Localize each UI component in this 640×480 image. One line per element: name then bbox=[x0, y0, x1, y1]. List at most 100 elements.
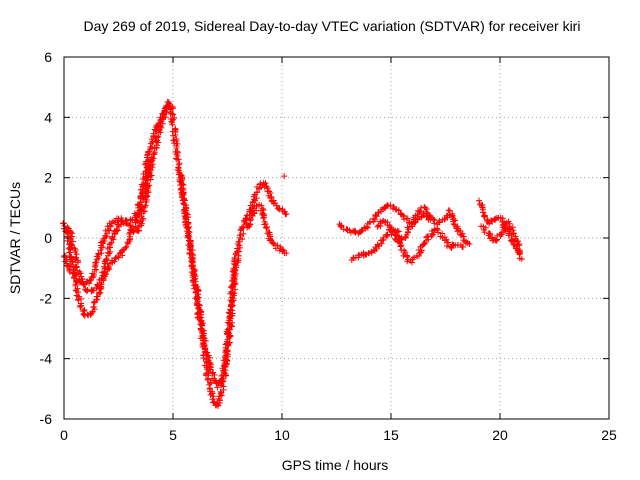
x-axis-label: GPS time / hours bbox=[282, 457, 389, 473]
data-point bbox=[201, 345, 208, 352]
data-point bbox=[147, 143, 154, 150]
data-point bbox=[506, 225, 513, 232]
data-point bbox=[219, 376, 226, 383]
data-point bbox=[77, 270, 84, 277]
data-point bbox=[423, 210, 430, 217]
x-tick-label: 15 bbox=[383, 427, 399, 443]
data-point bbox=[115, 253, 122, 260]
data-point bbox=[157, 119, 164, 126]
data-point bbox=[237, 244, 244, 251]
data-point bbox=[431, 220, 438, 227]
grid-lines bbox=[64, 57, 609, 419]
data-point bbox=[515, 238, 522, 245]
data-point bbox=[239, 223, 246, 230]
data-point bbox=[232, 251, 239, 258]
data-point bbox=[152, 138, 159, 145]
data-point bbox=[179, 197, 186, 204]
data-point bbox=[146, 148, 153, 155]
data-point bbox=[148, 156, 155, 163]
scatter-points bbox=[60, 98, 525, 409]
data-point bbox=[111, 258, 118, 265]
y-tick-label: 0 bbox=[44, 230, 52, 246]
data-point bbox=[160, 111, 167, 118]
data-point bbox=[75, 277, 82, 284]
data-point bbox=[401, 247, 408, 254]
data-point bbox=[260, 215, 267, 222]
data-point bbox=[172, 131, 179, 138]
data-point bbox=[235, 238, 242, 245]
data-point bbox=[107, 240, 114, 247]
data-point bbox=[215, 395, 222, 402]
data-point bbox=[98, 250, 105, 257]
data-point bbox=[372, 212, 379, 219]
data-point bbox=[96, 289, 103, 296]
data-point bbox=[146, 162, 153, 169]
data-point bbox=[221, 360, 228, 367]
data-point bbox=[404, 215, 411, 222]
data-point bbox=[93, 259, 100, 266]
data-point bbox=[63, 260, 70, 267]
data-point bbox=[409, 223, 416, 230]
data-point bbox=[71, 256, 78, 263]
y-tick-label: -2 bbox=[40, 290, 53, 306]
data-point bbox=[105, 263, 112, 270]
data-point bbox=[73, 251, 80, 258]
data-point bbox=[173, 144, 180, 151]
data-point bbox=[189, 263, 196, 270]
data-point bbox=[129, 223, 136, 230]
data-point bbox=[169, 111, 176, 118]
x-tick-label: 0 bbox=[60, 427, 68, 443]
data-point bbox=[136, 212, 143, 219]
data-point bbox=[436, 219, 443, 226]
x-tick-label: 25 bbox=[601, 427, 617, 443]
data-point bbox=[227, 284, 234, 291]
data-point bbox=[253, 195, 260, 202]
data-point bbox=[224, 338, 231, 345]
data-point bbox=[404, 224, 411, 231]
data-point bbox=[169, 121, 176, 128]
data-point bbox=[102, 256, 109, 263]
data-point bbox=[445, 207, 452, 214]
data-point bbox=[247, 217, 254, 224]
data-point bbox=[417, 207, 424, 214]
chart-title: Day 269 of 2019, Sidereal Day-to-day VTE… bbox=[84, 18, 581, 34]
data-point bbox=[123, 243, 130, 250]
data-point bbox=[509, 238, 516, 245]
data-point bbox=[69, 259, 76, 266]
data-point bbox=[430, 231, 437, 238]
data-point bbox=[398, 236, 405, 243]
data-point bbox=[493, 237, 500, 244]
data-point bbox=[434, 226, 441, 233]
data-point bbox=[374, 223, 381, 230]
data-point bbox=[73, 263, 80, 270]
data-point bbox=[264, 230, 271, 237]
data-point bbox=[97, 247, 104, 254]
data-point bbox=[355, 252, 362, 259]
data-point bbox=[492, 237, 499, 244]
data-point bbox=[103, 230, 110, 237]
data-point bbox=[283, 210, 290, 217]
data-point bbox=[283, 250, 290, 257]
data-point bbox=[68, 233, 75, 240]
data-point bbox=[371, 216, 378, 223]
data-point bbox=[479, 204, 486, 211]
data-point bbox=[231, 254, 238, 261]
data-point bbox=[394, 238, 401, 245]
data-point bbox=[397, 243, 404, 250]
data-point bbox=[183, 214, 190, 221]
data-point bbox=[148, 154, 155, 161]
data-point bbox=[90, 299, 97, 306]
data-point bbox=[114, 227, 121, 234]
data-point bbox=[459, 244, 466, 251]
x-tick-label: 20 bbox=[492, 427, 508, 443]
data-point bbox=[418, 247, 425, 254]
data-point bbox=[187, 242, 194, 249]
data-point bbox=[426, 213, 433, 220]
data-point bbox=[138, 193, 145, 200]
data-point bbox=[80, 280, 87, 287]
data-point bbox=[174, 156, 181, 163]
data-point bbox=[263, 225, 270, 232]
data-point bbox=[516, 240, 523, 247]
data-point bbox=[176, 160, 183, 167]
data-point bbox=[507, 226, 514, 233]
